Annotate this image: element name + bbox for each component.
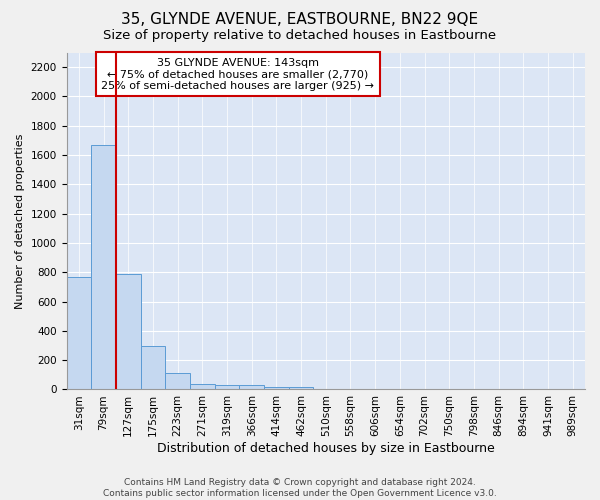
- Bar: [91, 145, 116, 390]
- Y-axis label: Number of detached properties: Number of detached properties: [15, 134, 25, 308]
- Bar: [116, 274, 140, 390]
- Bar: [165, 374, 190, 390]
- Bar: [215, 385, 239, 390]
- Bar: [289, 386, 313, 390]
- X-axis label: Distribution of detached houses by size in Eastbourne: Distribution of detached houses by size …: [157, 442, 494, 455]
- Text: Size of property relative to detached houses in Eastbourne: Size of property relative to detached ho…: [103, 29, 497, 42]
- Text: Contains HM Land Registry data © Crown copyright and database right 2024.
Contai: Contains HM Land Registry data © Crown c…: [103, 478, 497, 498]
- Bar: [264, 386, 289, 390]
- Bar: [67, 276, 91, 390]
- Bar: [140, 346, 165, 390]
- Bar: [190, 384, 215, 390]
- Bar: [239, 385, 264, 390]
- Text: 35 GLYNDE AVENUE: 143sqm    
← 75% of detached houses are smaller (2,770)
25% of: 35 GLYNDE AVENUE: 143sqm ← 75% of detach…: [101, 58, 374, 91]
- Text: 35, GLYNDE AVENUE, EASTBOURNE, BN22 9QE: 35, GLYNDE AVENUE, EASTBOURNE, BN22 9QE: [121, 12, 479, 26]
